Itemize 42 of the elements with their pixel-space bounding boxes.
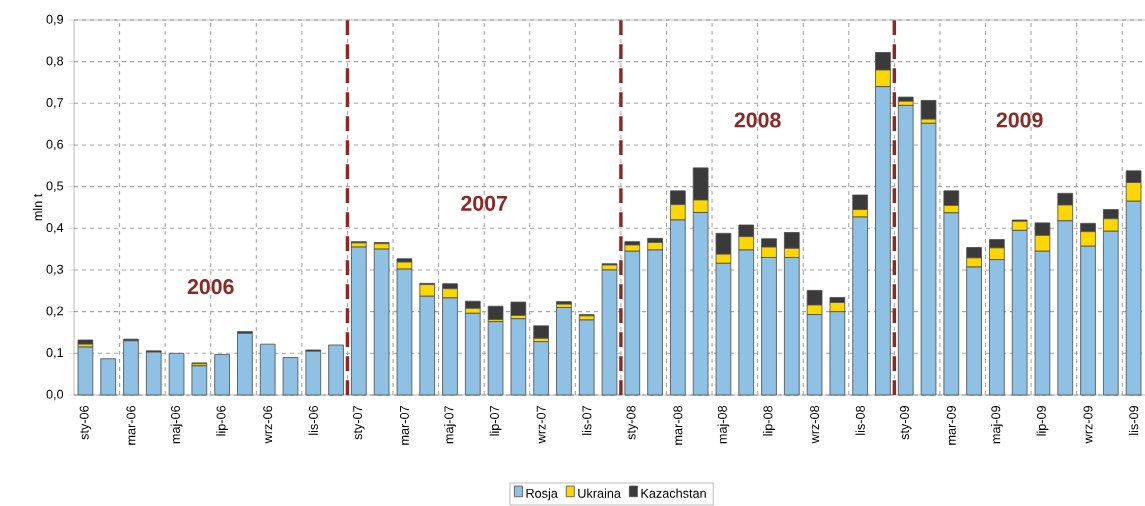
x-tick-label: wrz-09 xyxy=(1083,406,1093,444)
x-tick-label: lis-09 xyxy=(1128,406,1139,435)
x-tick-label: lip-07 xyxy=(489,406,502,436)
legend-label: Ukraina xyxy=(578,488,621,498)
x-tick-label: mar-08 xyxy=(673,405,683,445)
x-tick-label: wrz-06 xyxy=(263,405,273,444)
x-tick-label: sty-08 xyxy=(626,405,639,440)
x-tick-label: mar-09 xyxy=(946,406,956,445)
x-tick-label: maj-07 xyxy=(444,406,456,444)
legend-label: Rosja xyxy=(526,488,558,501)
annotation: 2009 xyxy=(996,112,1043,128)
x-tick-label: sty-09 xyxy=(899,405,912,440)
y-tick-label: 0,1 xyxy=(46,348,63,359)
x-tick-label: mar-07 xyxy=(399,406,409,445)
x-tick-label: mar-06 xyxy=(126,405,136,445)
y-axis-title: mln t xyxy=(32,193,43,221)
annotation: 2007 xyxy=(461,195,507,211)
x-tick-label: maj-06 xyxy=(170,405,183,444)
y-tick-label: 0,8 xyxy=(46,56,64,67)
y-tick-label: 0,9 xyxy=(46,14,64,26)
y-tick-label: 0,4 xyxy=(46,223,64,234)
x-tick-label: lis-06 xyxy=(308,405,318,435)
annotation: 2008 xyxy=(734,112,781,128)
x-tick-label: lip-08 xyxy=(763,405,775,436)
y-tick-label: 0,5 xyxy=(46,181,64,192)
x-tick-label: lip-09 xyxy=(1036,406,1049,436)
annotation: 2006 xyxy=(187,279,234,295)
x-tick-label: maj-08 xyxy=(717,405,730,444)
y-tick-label: 0,7 xyxy=(46,98,63,109)
y-tick-label: 0,6 xyxy=(46,139,64,151)
legend-label: Kazachstan xyxy=(641,488,706,498)
x-tick-label: lis-08 xyxy=(855,405,865,435)
y-tick-label: 0,2 xyxy=(46,306,63,317)
y-tick-label: 0,3 xyxy=(46,264,64,276)
x-tick-label: lis-07 xyxy=(582,406,592,435)
y-tick-label: 0,0 xyxy=(46,389,64,401)
x-tick-label: sty-06 xyxy=(79,405,92,440)
x-tick-label: wrz-08 xyxy=(810,405,820,444)
x-tick-label: maj-09 xyxy=(990,406,1003,444)
x-tick-label: wrz-07 xyxy=(536,406,546,444)
x-tick-label: lip-06 xyxy=(216,405,229,436)
x-tick-label: sty-07 xyxy=(353,406,365,440)
